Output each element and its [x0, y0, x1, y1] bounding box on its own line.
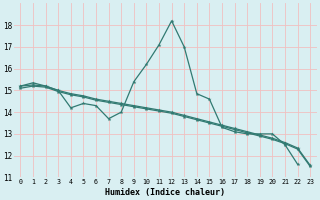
X-axis label: Humidex (Indice chaleur): Humidex (Indice chaleur): [105, 188, 225, 197]
